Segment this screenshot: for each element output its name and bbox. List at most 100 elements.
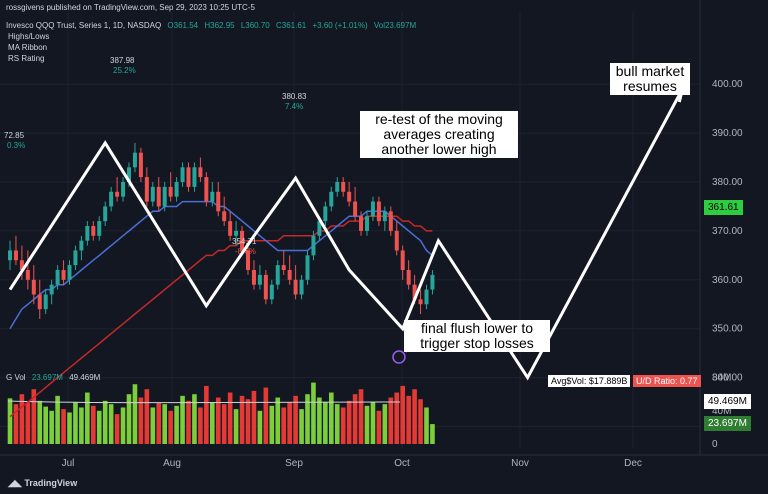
candle-body	[37, 294, 42, 310]
candle-body	[97, 221, 102, 236]
volume-bar	[239, 395, 245, 444]
volume-average-line	[7, 400, 401, 404]
candle-body	[347, 191, 352, 202]
candle-body	[246, 250, 250, 271]
tradingview-icon: ◢◣	[8, 478, 25, 488]
volume-bar	[418, 399, 423, 444]
volume-bar	[388, 397, 394, 444]
candle-body	[287, 270, 292, 280]
volume-bar	[13, 404, 19, 444]
candle-body	[311, 235, 316, 256]
volume-bar	[156, 402, 162, 444]
volume-bar	[352, 394, 358, 444]
candle-body	[299, 279, 304, 295]
ohlc-line: Invesco QQQ Trust, Series 1, 1D, NASDAQ …	[6, 21, 420, 30]
candle-body	[73, 250, 78, 266]
volume-bar	[55, 395, 60, 444]
candle-body	[91, 226, 96, 236]
pivot-price-label: 387.98	[110, 56, 135, 65]
candle-body	[222, 211, 227, 222]
candle-body	[365, 216, 369, 231]
candle-body	[293, 279, 298, 295]
ma-fast-line	[9, 200, 433, 330]
volume-bar	[138, 397, 144, 444]
volume-bar	[215, 397, 221, 444]
indicator-ma-ribbon[interactable]: MA Ribbon	[8, 43, 48, 52]
candle-body	[156, 186, 161, 207]
candle-body	[251, 270, 256, 285]
time-tick-label: Jul	[62, 458, 75, 469]
candle-body	[400, 250, 405, 271]
candle-body	[216, 191, 221, 212]
pivot-percent-label: -8.6%	[235, 247, 256, 256]
candle-body	[61, 270, 66, 280]
candle-body	[67, 265, 72, 280]
close-value: C361.61	[275, 21, 307, 30]
indicator-rs-rating[interactable]: RS Rating	[8, 54, 45, 63]
annotation-bull-market: bull market resumes	[610, 63, 690, 95]
volume-bar	[102, 400, 108, 444]
candle-body	[85, 226, 90, 241]
zigzag-projection	[8, 88, 684, 381]
candle-body	[103, 206, 108, 222]
volume-bar	[180, 395, 185, 444]
volume-bar	[233, 409, 239, 444]
candle-body	[341, 182, 346, 192]
pivot-percent-label: 7.4%	[285, 102, 303, 111]
volume-bar	[132, 384, 138, 444]
volume-bar	[257, 410, 263, 444]
candle-body	[234, 230, 239, 236]
volume-bar	[73, 402, 78, 444]
volume-value: Vol23.697M	[373, 21, 417, 30]
volume-bar	[275, 397, 281, 444]
candle-body	[317, 221, 322, 236]
volume-bar	[406, 395, 411, 444]
candle-body	[418, 299, 423, 305]
volume-bar	[370, 402, 376, 444]
volume-bar	[221, 404, 227, 444]
volume-bar	[287, 402, 292, 444]
candle-body	[257, 274, 262, 285]
volume-bar	[79, 407, 84, 444]
volume-bar	[204, 385, 209, 444]
candle-body	[228, 221, 233, 236]
volume-bar	[293, 395, 298, 444]
candle-body	[198, 167, 203, 178]
candle-body	[43, 294, 48, 310]
volume-bar	[25, 402, 31, 444]
ud-ratio-badge: U/D Ratio: 0.77	[633, 375, 701, 387]
volume-bar	[67, 412, 72, 444]
candle-body	[281, 265, 286, 271]
candle-body	[370, 201, 375, 217]
volume-legend-avg: 49.469M	[69, 373, 101, 382]
annotation-final-flush: final flush lower to trigger stop losses	[404, 320, 550, 352]
candle-body	[210, 191, 215, 202]
candle-body	[376, 201, 381, 222]
volume-bar	[37, 400, 43, 444]
candle-body	[269, 284, 274, 300]
volume-bar	[358, 389, 364, 444]
indicator-highs-lows[interactable]: Highs/Lows	[8, 32, 50, 41]
low-value: L360.70	[240, 21, 270, 30]
price-tick-label: 360.00	[712, 275, 743, 286]
candle-body	[263, 274, 268, 300]
volume-bar	[340, 407, 346, 444]
volume-bar	[334, 404, 340, 444]
volume-bar	[317, 397, 322, 444]
volume-bar	[96, 410, 102, 444]
candle-body	[305, 255, 310, 280]
candle-body	[359, 216, 364, 231]
candle-body	[132, 152, 137, 168]
price-tick-label: 340.00	[712, 373, 743, 384]
volume-bar	[150, 407, 156, 444]
volume-tick-label: 80M	[712, 373, 731, 384]
candle-body	[79, 240, 84, 251]
tradingview-logo[interactable]: ◢◣ TradingView	[8, 478, 78, 488]
candle-body	[186, 167, 191, 187]
volume-bar	[424, 407, 429, 444]
open-value: O361.54	[167, 21, 199, 30]
pivot-percent-label: 0.3%	[7, 141, 25, 150]
candle-body	[394, 230, 399, 251]
